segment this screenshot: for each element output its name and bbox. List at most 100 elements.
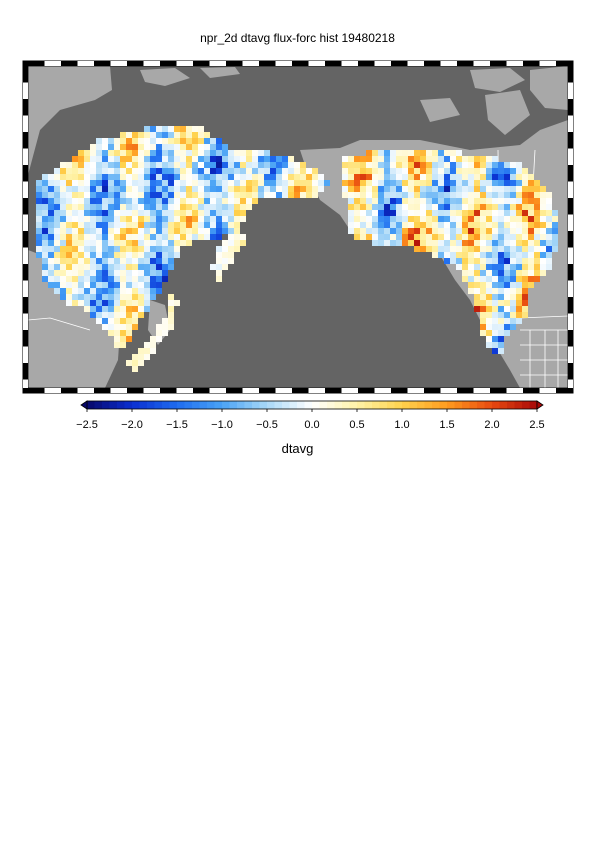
data-cell-asia-774 [48, 270, 54, 276]
data-cell-north-america-1504 [540, 246, 546, 252]
data-cell-asia-833 [156, 282, 162, 288]
data-cell-asia-568 [102, 222, 108, 228]
data-cell-asia-643 [150, 234, 156, 240]
data-cell-asia-418 [60, 198, 66, 204]
data-cell-asia-98 [252, 150, 258, 156]
data-cell-north-america-1370 [480, 222, 486, 228]
data-cell-asia-390 [174, 192, 180, 198]
frame-tick-top [143, 61, 160, 66]
data-cell-asia-748 [156, 258, 162, 264]
data-cell-north-america-1481 [546, 240, 552, 246]
data-cell-asia-908 [132, 318, 138, 324]
data-cell-asia-771 [162, 264, 168, 270]
data-cell-asia-381 [120, 192, 126, 198]
frame-tick-left [23, 99, 28, 116]
data-cell-asia-867 [150, 294, 156, 300]
data-cell-asia-571 [120, 222, 126, 228]
frame-tick-bottom [259, 388, 276, 393]
data-cell-north-america-1276 [540, 204, 546, 210]
frame-tick-top [61, 61, 78, 66]
data-cell-asia-196 [156, 168, 162, 174]
data-cell-north-america-1042 [504, 162, 510, 168]
data-cell-asia-893 [90, 312, 96, 318]
data-cell-north-america-1550 [486, 264, 492, 270]
data-cell-asia-148 [120, 162, 126, 168]
data-cell-north-america-1230 [468, 198, 474, 204]
data-cell-north-america-1331 [456, 216, 462, 222]
frame-tick-top [28, 61, 45, 66]
data-cell-asia-429 [126, 198, 132, 204]
data-cell-north-america-1360 [420, 222, 426, 228]
data-cell-north-america-1510 [450, 252, 456, 258]
data-cell-asia-442 [204, 198, 210, 204]
data-cell-japan-968 [144, 354, 150, 360]
data-cell-asia-902 [96, 318, 102, 324]
data-cell-north-america-1085 [396, 174, 402, 180]
data-cell-asia-563 [72, 222, 78, 228]
data-cell-north-america-1431 [432, 234, 438, 240]
colorbar-segment [274, 401, 283, 409]
data-cell-north-america-1415 [540, 228, 546, 234]
data-cell-asia-319 [36, 186, 42, 192]
data-cell-asia-686 [66, 246, 72, 252]
frame-tick-bottom [176, 388, 193, 393]
colorbar-segment [484, 401, 493, 409]
data-cell-north-america-1236 [504, 198, 510, 204]
data-cell-asia-669 [120, 240, 126, 246]
data-cell-north-america-1472 [492, 240, 498, 246]
data-cell-asia-116 [162, 156, 168, 162]
data-cell-north-america-1134 [498, 180, 504, 186]
data-cell-asia-660 [66, 240, 72, 246]
data-cell-asia-302 [228, 180, 234, 186]
data-cell-north-america-1253 [402, 204, 408, 210]
data-cell-asia-403 [252, 192, 258, 198]
data-cell-asia-809 [132, 276, 138, 282]
data-cell-north-america-1570 [516, 270, 522, 276]
data-cell-north-america-1623 [504, 300, 510, 306]
data-cell-north-america-1585 [522, 276, 528, 282]
data-cell-asia-702 [162, 246, 168, 252]
data-cell-north-america-1027 [414, 162, 420, 168]
data-cell-north-america-1440 [486, 234, 492, 240]
data-cell-north-america-1015 [342, 162, 348, 168]
data-cell-asia-399 [228, 192, 234, 198]
data-cell-asia-215 [270, 168, 276, 174]
data-cell-asia-400 [234, 192, 240, 198]
data-cell-north-america-1324 [414, 216, 420, 222]
data-cell-north-america-975 [378, 150, 384, 156]
colorbar-segment [417, 401, 425, 409]
data-cell-north-america-1251 [390, 204, 396, 210]
data-cell-asia-48 [102, 144, 108, 150]
data-cell-asia-688 [78, 246, 84, 252]
data-cell-asia-553 [222, 216, 228, 222]
data-cell-asia-832 [150, 282, 156, 288]
data-cell-asia-546 [180, 216, 186, 222]
frame-tick-bottom [391, 388, 408, 393]
data-cell-asia-674 [150, 240, 156, 246]
data-cell-asia-631 [78, 234, 84, 240]
frame-tick-bottom [506, 388, 523, 393]
data-cell-north-america-1270 [504, 204, 510, 210]
colorbar-tick-label: −1.0 [211, 419, 233, 431]
data-cell-north-america-1193 [450, 192, 456, 198]
data-cell-north-america-1147 [378, 186, 384, 192]
data-cell-asia-101 [72, 156, 78, 162]
data-cell-asia-567 [96, 222, 102, 228]
data-cell-asia-245 [174, 174, 180, 180]
data-cell-asia-524 [48, 216, 54, 222]
data-cell-asia-831 [144, 282, 150, 288]
data-cell-asia-849 [144, 288, 150, 294]
data-cell-north-america-1404 [474, 228, 480, 234]
data-cell-asia-875 [108, 300, 114, 306]
data-cell-asia-386 [150, 192, 156, 198]
data-cell-north-america-1446 [522, 234, 528, 240]
data-cell-north-america-1088 [414, 174, 420, 180]
data-cell-north-america-1341 [516, 216, 522, 222]
data-cell-asia-14 [144, 132, 150, 138]
data-cell-north-america-1668 [492, 348, 498, 354]
data-cell-north-america-1614 [504, 294, 510, 300]
data-cell-asia-307 [258, 180, 264, 186]
frame-tick-bottom [325, 388, 342, 393]
data-cell-north-america-998 [396, 156, 402, 162]
data-cell-north-america-1655 [504, 324, 510, 330]
